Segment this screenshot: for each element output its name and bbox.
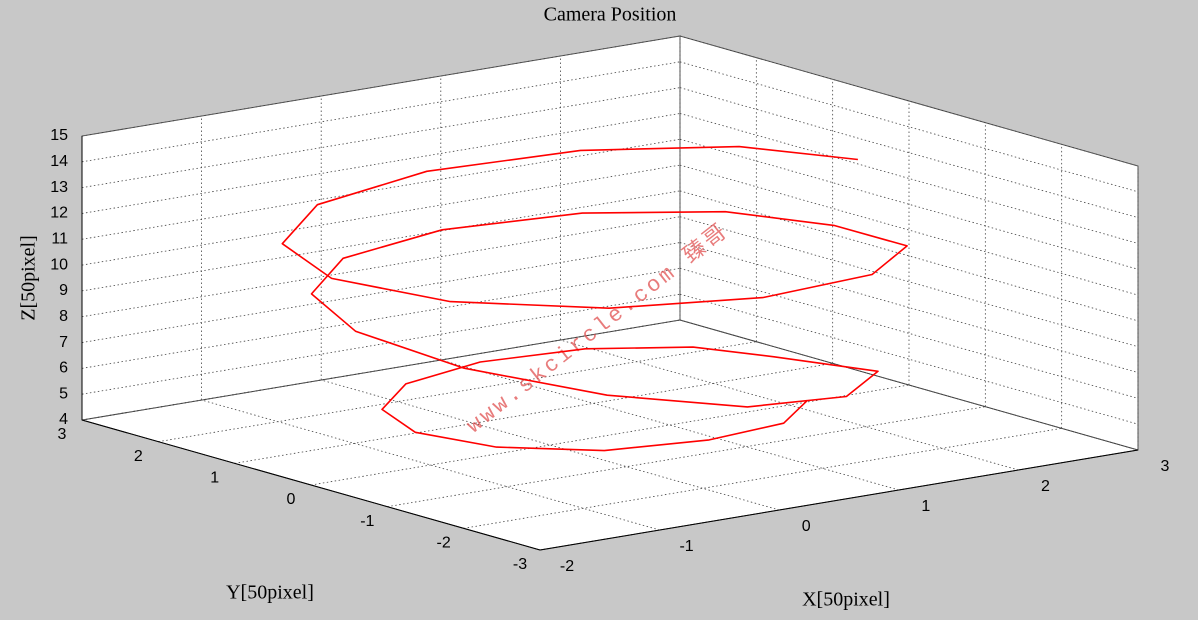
tick-label: 10 [50,256,68,273]
grid-line [679,267,1139,399]
y-axis-label: Y[50pixel] [226,582,314,604]
grid-line [321,379,780,511]
tick-label: 1 [210,470,219,487]
tick-label: 7 [59,334,68,351]
tick-label: 3 [1161,458,1170,475]
tick-label: -1 [360,513,374,530]
chart-title: Camera Position [544,4,677,26]
axes-panes [81,35,1139,551]
z-axis-label: Z[50pixel] [18,235,40,321]
tick-label: -2 [437,535,451,552]
grid-line [679,35,1139,167]
tick-label: 2 [134,448,143,465]
trajectory-line [281,145,908,452]
grid-line [679,113,1139,244]
grid-line [81,164,681,266]
grid-line [463,427,1062,529]
tick-label: 14 [50,153,68,170]
grid-line [387,406,986,508]
grid-line [81,113,681,214]
tick-label: 2 [1041,478,1050,495]
tick-label: 5 [59,385,68,402]
tick-label: 8 [59,308,68,325]
tick-label: 12 [50,205,68,222]
grid-line [310,384,910,486]
grid-line [679,242,1139,373]
grid-line [81,35,681,137]
grid-line [234,362,833,464]
grid-line [679,319,1139,451]
grid-line [81,319,681,421]
grid-line [679,293,1139,425]
grid-line [158,341,757,443]
tick-label: -2 [560,558,574,575]
grid-line [440,359,899,491]
grid-line [81,293,681,395]
tick-label: 6 [59,360,68,377]
grid-line [81,138,681,240]
tick-label: 11 [51,230,68,247]
grid-line [679,61,1139,193]
tick-label: -1 [679,538,693,555]
tick-label: -3 [513,556,527,573]
tick-label: 4 [59,411,68,428]
grid-line [81,267,681,369]
tick-label: 0 [802,518,811,535]
grid-line [679,190,1139,322]
grid-line [679,87,1139,219]
grid-line [81,61,681,163]
grid-line [81,87,681,189]
grid-line [679,216,1139,348]
axis-line [81,419,541,551]
axis-line [539,449,1139,551]
tick-label: 3 [58,426,67,443]
grid-line [81,190,681,292]
tick-label: 15 [50,127,68,144]
tick-label: 1 [921,498,930,515]
tick-label: 9 [59,282,68,299]
grid-line [679,164,1139,296]
grid-line [81,216,681,318]
tick-label: 0 [287,491,296,508]
grid-line [81,242,681,343]
x-axis-label: X[50pixel] [802,589,890,611]
tick-label: 13 [50,179,68,196]
grid-line [679,138,1139,270]
